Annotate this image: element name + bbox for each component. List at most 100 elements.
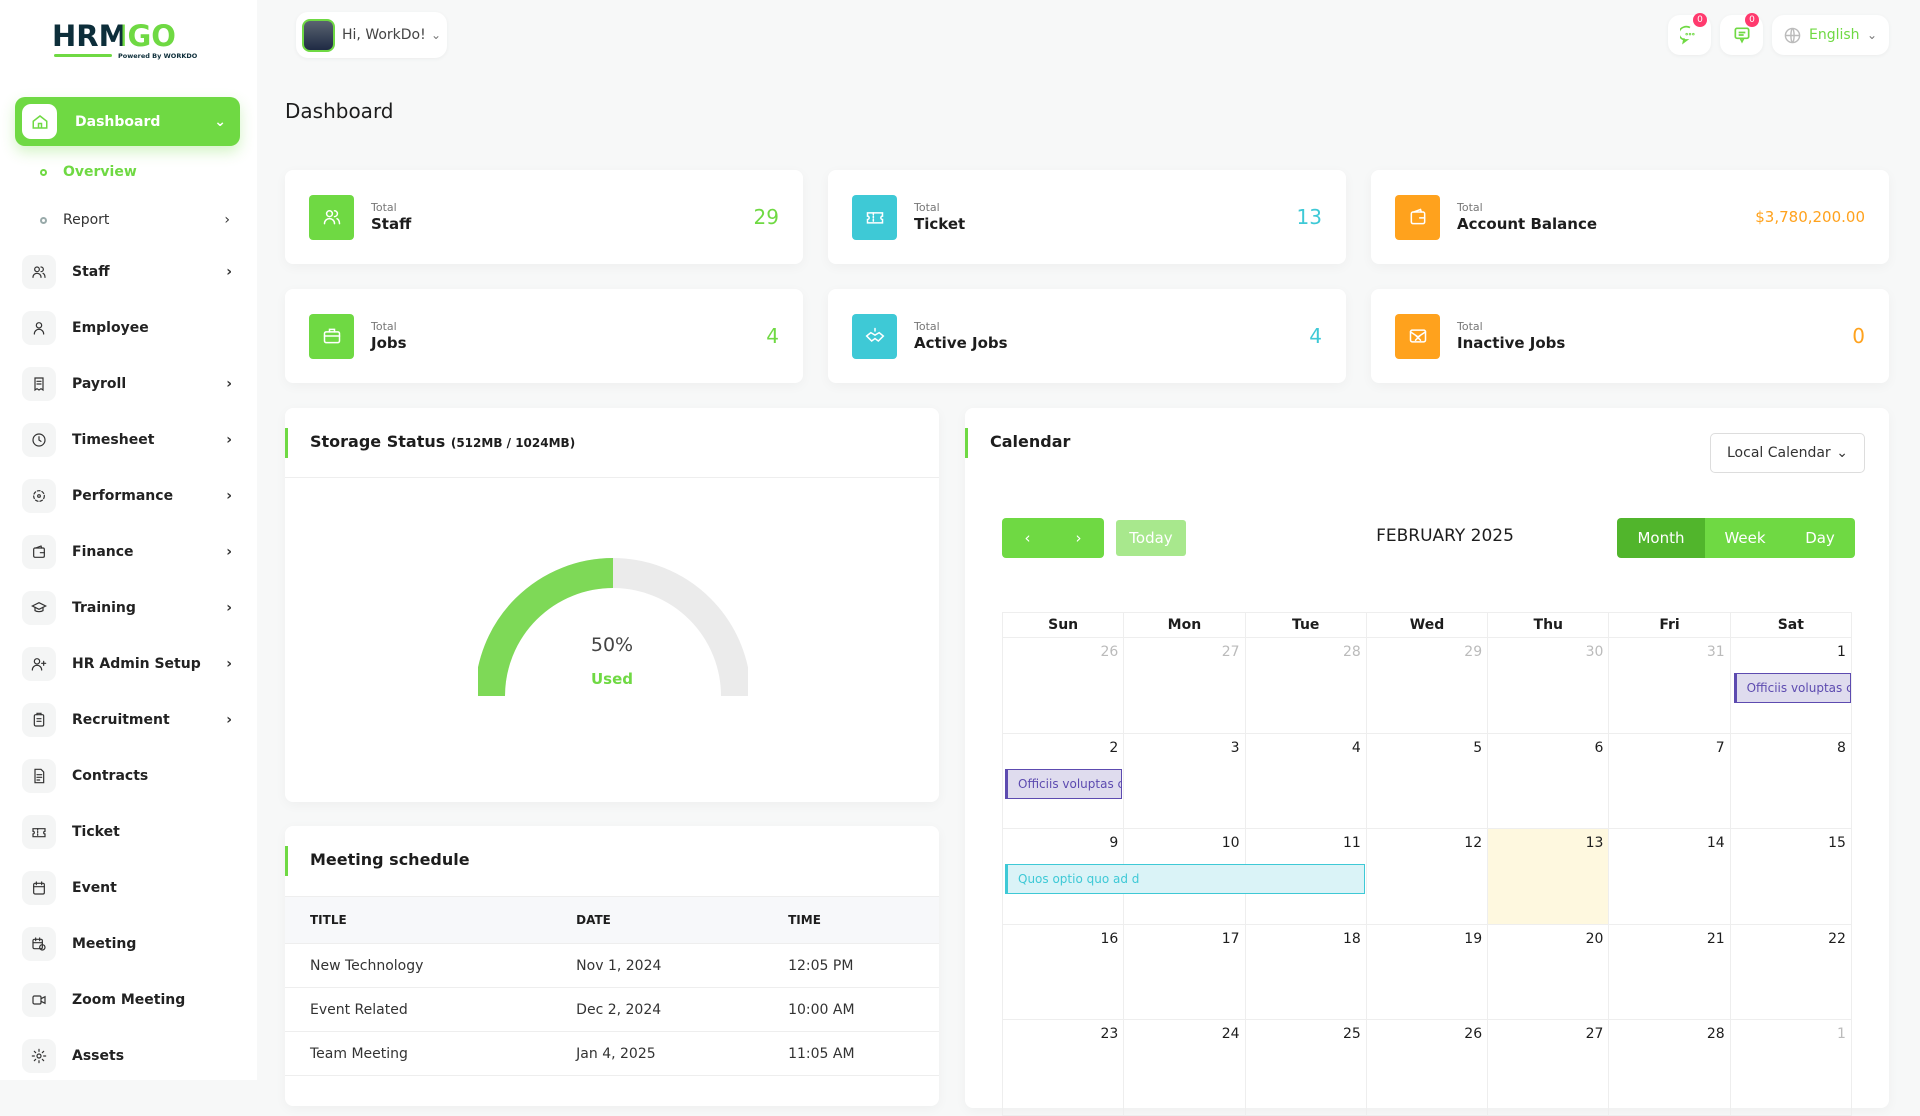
stat-label: Account Balance — [1457, 215, 1598, 233]
today-button[interactable]: Today — [1116, 520, 1186, 556]
stat-label: Active Jobs — [914, 334, 1008, 352]
sidebar-item-finance[interactable]: Finance › — [22, 534, 232, 570]
calendar-day[interactable]: 21 — [1609, 924, 1731, 1020]
stat-card-jobs[interactable]: Total Jobs 4 — [285, 289, 803, 383]
calendar-day[interactable]: 19 — [1366, 924, 1489, 1020]
calendar-day[interactable]: 14 — [1609, 829, 1731, 925]
calendar-icon — [22, 871, 56, 905]
calendar-day[interactable]: 6 — [1488, 733, 1610, 829]
calendar-day[interactable]: 30 — [1488, 638, 1610, 734]
table-cell: Nov 1, 2024 — [551, 943, 764, 988]
stat-card-active-jobs[interactable]: Total Active Jobs 4 — [828, 289, 1346, 383]
weekday-header: Mon — [1124, 613, 1246, 638]
notifications-badge: 0 — [1745, 13, 1759, 27]
calendar-day[interactable]: 5 — [1366, 733, 1489, 829]
notifications-button[interactable]: 0 — [1720, 13, 1763, 55]
calendar-day[interactable]: 27 — [1124, 638, 1246, 734]
calendar-day[interactable]: 29 — [1366, 638, 1489, 734]
card-accent — [285, 428, 288, 458]
calendar-title: Calendar — [990, 432, 1071, 451]
sidebar-item-staff[interactable]: Staff › — [22, 254, 232, 290]
calendar-day[interactable]: 18 — [1245, 924, 1367, 1020]
view-switcher: Month Week Day — [1617, 518, 1855, 558]
calendar-day[interactable]: 25 — [1245, 1020, 1367, 1116]
calendar-day[interactable]: 1 — [1730, 638, 1852, 734]
calendar-event[interactable]: Officiis voluptas c — [1005, 768, 1123, 799]
meeting-schedule-card: Meeting schedule TITLE DATE TIME New Techn… — [285, 826, 939, 1106]
sidebar-item-meeting[interactable]: Meeting — [22, 926, 232, 962]
sidebar-item-payroll[interactable]: Payroll › — [22, 366, 232, 402]
prev-month-button[interactable]: ‹ — [1002, 518, 1053, 558]
sidebar-item-dashboard[interactable]: Dashboard ⌄ — [15, 97, 240, 146]
chevron-right-icon: › — [226, 600, 232, 616]
table-cell: 10:00 AM — [763, 987, 939, 1032]
calendar-day[interactable]: 22 — [1730, 924, 1852, 1020]
calendar-source-select[interactable]: Local Calendar ⌄ — [1710, 433, 1865, 473]
calendar-day[interactable]: 23 — [1003, 1020, 1125, 1116]
calendar-day[interactable]: 28 — [1609, 1020, 1731, 1116]
calendar-day[interactable]: 16 — [1003, 924, 1125, 1020]
view-month-button[interactable]: Month — [1617, 518, 1705, 558]
sidebar-item-timesheet[interactable]: Timesheet › — [22, 422, 232, 458]
table-cell: Dec 2, 2024 — [551, 987, 764, 1032]
calendar-day[interactable]: 17 — [1124, 924, 1246, 1020]
calendar-day[interactable]: 31 — [1609, 638, 1731, 734]
sidebar-item-assets[interactable]: Assets — [22, 1038, 232, 1074]
sidebar-item-event[interactable]: Event — [22, 870, 232, 906]
sidebar-item-employee[interactable]: Employee — [22, 310, 232, 346]
calendar-day[interactable]: 8 — [1730, 733, 1852, 829]
calendar-day[interactable]: 15 — [1730, 829, 1852, 925]
sidebar-item-label: Staff — [72, 264, 110, 280]
stat-caption: Total — [1457, 320, 1483, 333]
chevron-right-icon: › — [226, 656, 232, 672]
stat-card-inactive-jobs[interactable]: Total Inactive Jobs 0 — [1371, 289, 1889, 383]
sidebar-item-ticket[interactable]: Ticket — [22, 814, 232, 850]
sidebar-item-label: Recruitment — [72, 712, 170, 728]
sidebar-item-zoom-meeting[interactable]: Zoom Meeting — [22, 982, 232, 1018]
table-row[interactable]: Team Meeting Jan 4, 2025 11:05 AM — [285, 1031, 939, 1076]
sidebar-subitem-report[interactable]: Report › — [40, 212, 230, 228]
sidebar-subitem-overview[interactable]: Overview — [40, 164, 230, 180]
calendar-day[interactable]: 24 — [1124, 1020, 1246, 1116]
stat-card-staff[interactable]: Total Staff 29 — [285, 170, 803, 264]
calendar-day[interactable]: 28 — [1245, 638, 1367, 734]
user-menu[interactable]: Hi, WorkDo! ⌄ — [296, 12, 447, 58]
calendar-day[interactable]: 26 — [1003, 638, 1125, 734]
calendar-day[interactable]: 27 — [1488, 1020, 1610, 1116]
brand-logo[interactable]: HRMGO Powered By WORKDO — [52, 16, 204, 62]
language-selector[interactable]: English ⌄ — [1772, 15, 1889, 55]
calendar-day[interactable]: 12 — [1366, 829, 1489, 925]
sidebar-item-contracts[interactable]: Contracts — [22, 758, 232, 794]
view-day-button[interactable]: Day — [1785, 518, 1855, 558]
messages-button[interactable]: 0 — [1668, 13, 1711, 55]
calendar-day[interactable]: 11 — [1245, 829, 1367, 925]
sidebar-item-label: Meeting — [72, 936, 137, 952]
stat-card-account-balance[interactable]: Total Account Balance $3,780,200.00 — [1371, 170, 1889, 264]
sidebar-item-hr-admin-setup[interactable]: HR Admin Setup › — [22, 646, 232, 682]
table-row[interactable]: New Technology Nov 1, 2024 12:05 PM — [285, 943, 939, 988]
calendar-day[interactable]: 20 — [1488, 924, 1610, 1020]
calendar-day[interactable]: 13 — [1488, 829, 1610, 925]
calendar-event[interactable]: Quos optio quo ad d — [1005, 864, 1366, 894]
view-week-button[interactable]: Week — [1705, 518, 1785, 558]
calendar-day[interactable]: 3 — [1124, 733, 1246, 829]
stat-card-ticket[interactable]: Total Ticket 13 — [828, 170, 1346, 264]
storage-gauge — [478, 558, 748, 697]
calendar-day[interactable]: 1 — [1730, 1020, 1852, 1116]
day-number: 25 — [1343, 1026, 1361, 1042]
calendar-day[interactable]: 4 — [1245, 733, 1367, 829]
sidebar-item-training[interactable]: Training › — [22, 590, 232, 626]
chevron-right-icon: › — [226, 264, 232, 280]
calendar-day[interactable]: 7 — [1609, 733, 1731, 829]
calendar-day[interactable]: 26 — [1366, 1020, 1489, 1116]
stat-caption: Total — [914, 201, 940, 214]
table-row[interactable]: Event Related Dec 2, 2024 10:00 AM — [285, 987, 939, 1032]
stat-value: $3,780,200.00 — [1755, 208, 1865, 226]
calendar-day[interactable]: 2 — [1003, 733, 1125, 829]
table-cell: New Technology — [285, 943, 552, 988]
sidebar-item-recruitment[interactable]: Recruitment › — [22, 702, 232, 738]
sidebar-item-performance[interactable]: Performance › — [22, 478, 232, 514]
next-month-button[interactable]: › — [1053, 518, 1104, 558]
calendar-event[interactable]: Officiis voluptas c — [1733, 673, 1851, 703]
day-number: 19 — [1464, 930, 1483, 947]
